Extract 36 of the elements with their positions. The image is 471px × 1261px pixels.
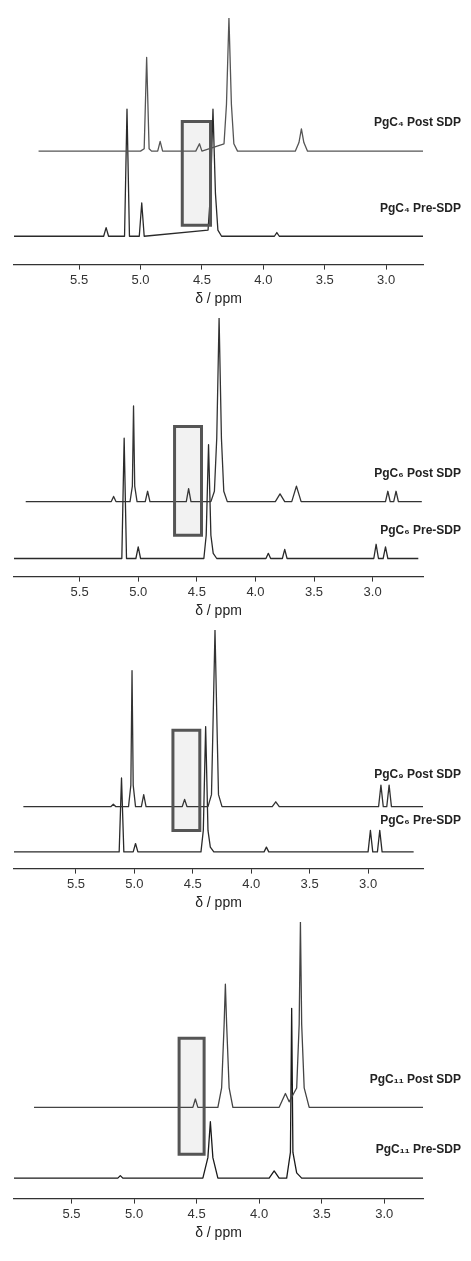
series-label: PgC₁₁ Pre-SDP [375, 1142, 461, 1157]
x-tick-label: 3.5 [304, 583, 324, 599]
x-tick-label: 3.5 [312, 1205, 331, 1221]
series-label: PgC₆ Post SDP [374, 465, 461, 480]
x-tick-label: 4.0 [250, 1205, 269, 1221]
series-label: PgC₆ Pre-SDP [380, 522, 461, 537]
x-tick-label: 4.5 [187, 583, 206, 599]
x-tick-label: 3.5 [300, 875, 319, 891]
x-tick-label: 4.5 [192, 271, 211, 287]
x-axis-title: δ / ppm [195, 1224, 242, 1241]
x-tick-label: 4.0 [246, 583, 265, 599]
series-label: PgC₁₁ Post SDP [369, 1071, 461, 1086]
x-tick-label: 5.0 [125, 875, 144, 891]
x-tick-label: 5.0 [129, 583, 148, 599]
x-axis-title: δ / ppm [195, 290, 242, 307]
series-label: PgC₆ Pre-SDP [380, 812, 461, 827]
x-tick-label: 4.0 [254, 271, 273, 287]
x-axis-title: δ / ppm [195, 602, 242, 619]
series-label: PgC₄ Pre-SDP [379, 200, 461, 215]
series-label: PgC₄ Post SDP [373, 115, 461, 130]
x-tick-label: 4.0 [242, 875, 261, 891]
x-tick-label: 5.0 [131, 271, 150, 287]
x-tick-label: 5.5 [70, 583, 89, 599]
x-tick-label: 3.0 [363, 583, 382, 599]
x-tick-label: 3.0 [375, 1205, 394, 1221]
x-tick-label: 4.5 [183, 875, 202, 891]
x-tick-label: 3.0 [359, 875, 378, 891]
x-axis-title: δ / ppm [195, 894, 242, 911]
x-tick-label: 5.0 [125, 1205, 144, 1221]
series-label: PgC₉ Post SDP [374, 767, 461, 782]
x-tick-label: 5.5 [66, 875, 85, 891]
x-tick-label: 3.0 [377, 271, 396, 287]
x-tick-label: 4.5 [187, 1205, 206, 1221]
x-tick-label: 5.5 [70, 271, 89, 287]
x-tick-label: 3.5 [315, 271, 334, 287]
x-tick-label: 5.5 [62, 1205, 81, 1221]
